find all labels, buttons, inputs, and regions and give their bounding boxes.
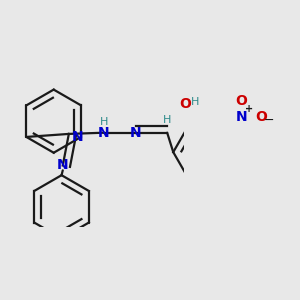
Text: +: +	[245, 104, 253, 114]
Text: N: N	[130, 126, 141, 140]
Text: N: N	[57, 158, 69, 172]
Text: O: O	[179, 97, 191, 111]
Text: N: N	[98, 126, 110, 140]
Text: H: H	[163, 116, 171, 125]
Text: O: O	[235, 94, 247, 107]
Text: O: O	[255, 110, 267, 124]
Text: N: N	[72, 130, 83, 144]
Text: H: H	[100, 117, 108, 127]
Text: N: N	[236, 110, 247, 124]
Text: H: H	[191, 97, 199, 107]
Text: −: −	[264, 114, 274, 127]
